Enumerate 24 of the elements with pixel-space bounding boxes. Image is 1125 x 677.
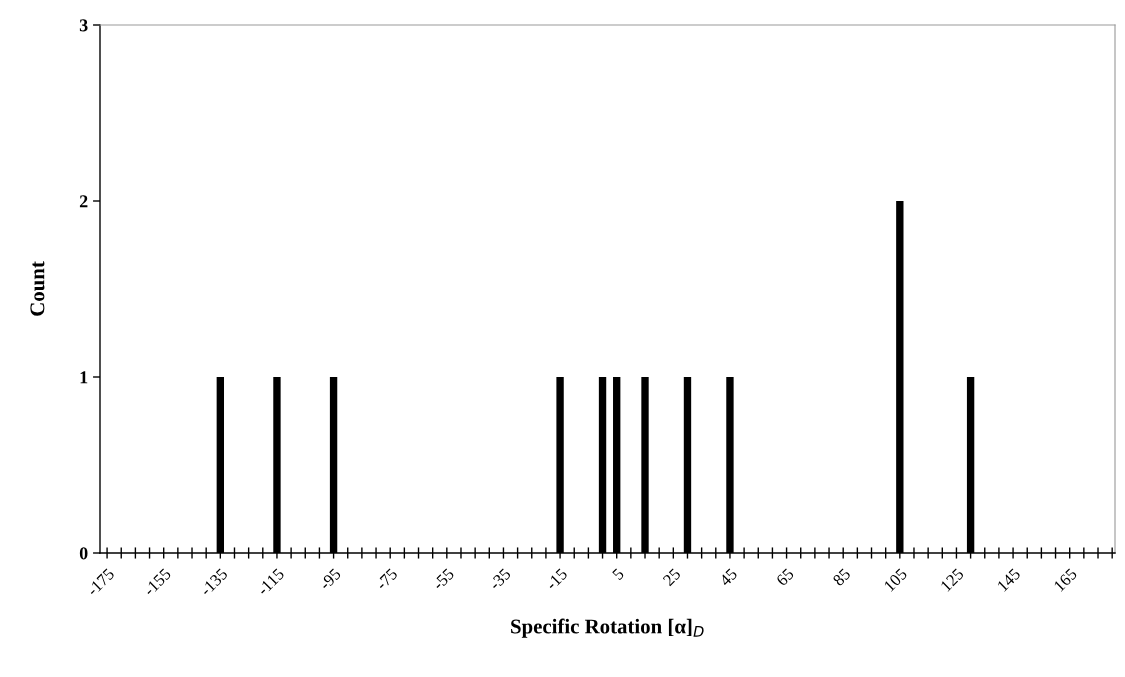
x-tick-label: 25 [662,567,682,587]
x-tick-label: 45 [718,567,738,587]
x-tick-label: -95 [318,567,342,591]
y-tick-label: 0 [79,547,88,560]
x-tick-label: -115 [256,567,285,596]
x-tick-label: 65 [775,567,795,587]
y-tick-label: 1 [80,371,88,384]
x-axis-title: Specific Rotation [α]$_{D}$ [511,618,704,638]
x-tick-label: 85 [832,567,852,587]
y-tick-label: 3 [79,19,88,32]
x-tick-label: -55 [432,567,455,591]
x-tick-label: 165 [1053,567,1078,592]
y-tick-label: 2 [79,195,88,208]
x-tick-label: -35 [488,567,512,591]
x-tick-label: 145 [996,567,1021,592]
x-tick-label: 105 [883,567,908,592]
x-tick-label: -155 [142,567,172,597]
y-axis-title: Count [30,261,45,316]
x-tick-label: -175 [86,567,115,597]
x-tick-label: 125 [940,567,965,592]
x-tick-label: -75 [375,567,399,591]
x-tick-label: -135 [199,567,229,597]
x-tick-label: -15 [545,567,568,591]
x-tick-label: 5 [611,567,625,581]
